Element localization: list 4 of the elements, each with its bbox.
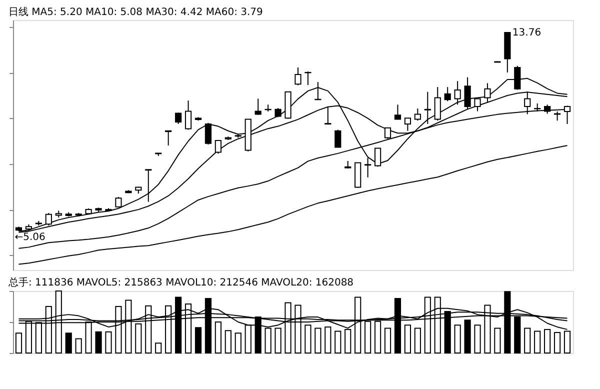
annotation: ←5.06 bbox=[14, 232, 46, 243]
chart-title: 日线 MA5: 5.20 MA10: 5.08 MA30: 4.42 MA60: 3.79 bbox=[8, 6, 263, 18]
chart-title: 总手: 111836 MAVOL5: 215863 MAVOL10: 212546 MAVOL20: 162088 bbox=[8, 276, 354, 288]
annotation: 13.76 bbox=[512, 28, 542, 39]
